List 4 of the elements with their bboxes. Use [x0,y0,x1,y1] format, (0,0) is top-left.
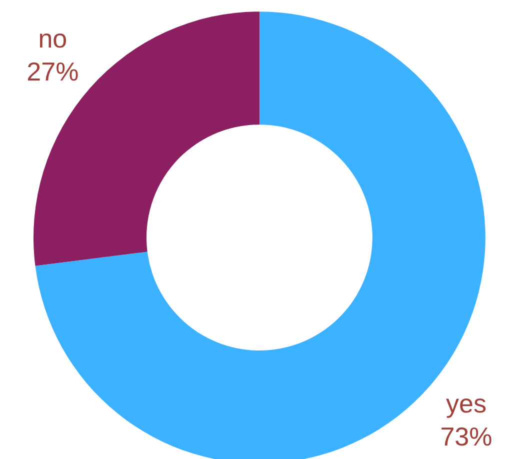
data-label: 73% [440,421,492,452]
slice-label: yes [446,388,486,418]
slice-label: no [38,24,68,54]
data-label: 27% [26,56,79,87]
